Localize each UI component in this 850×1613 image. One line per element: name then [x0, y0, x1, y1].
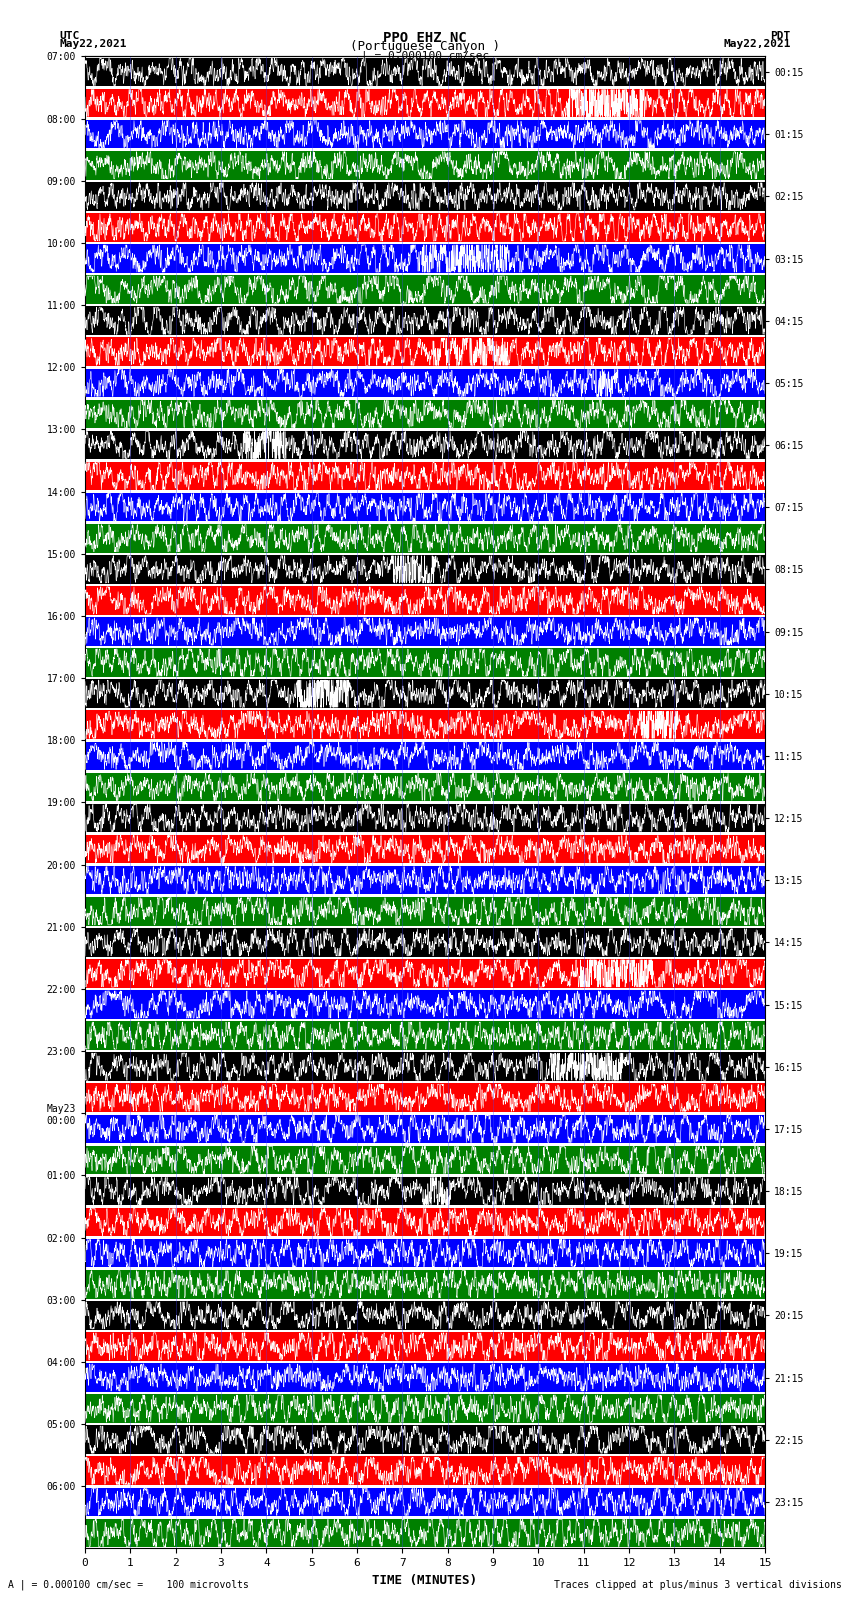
Text: May22,2021: May22,2021 — [60, 39, 127, 48]
Text: Traces clipped at plus/minus 3 vertical divisions: Traces clipped at plus/minus 3 vertical … — [553, 1581, 842, 1590]
Text: PDT: PDT — [770, 31, 790, 40]
Text: (Portuguese Canyon ): (Portuguese Canyon ) — [350, 40, 500, 53]
Text: A | = 0.000100 cm/sec =    100 microvolts: A | = 0.000100 cm/sec = 100 microvolts — [8, 1579, 249, 1590]
Text: | = 0.000100 cm/sec: | = 0.000100 cm/sec — [361, 50, 489, 61]
Text: UTC: UTC — [60, 31, 80, 40]
X-axis label: TIME (MINUTES): TIME (MINUTES) — [372, 1574, 478, 1587]
Text: PPO EHZ NC: PPO EHZ NC — [383, 31, 467, 45]
Text: May22,2021: May22,2021 — [723, 39, 791, 48]
